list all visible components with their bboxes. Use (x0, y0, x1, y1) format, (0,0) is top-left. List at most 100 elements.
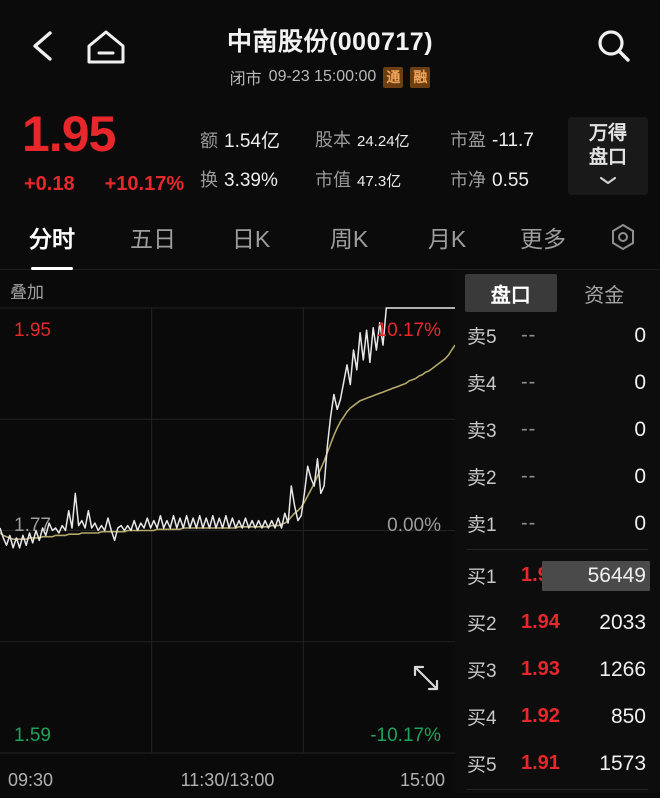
level-price: -- (521, 418, 537, 440)
stat-value: 1.54亿 (224, 130, 280, 152)
tab-wuri[interactable]: 五日 (130, 226, 176, 252)
table-row[interactable]: 卖4 -- 0 (455, 359, 660, 406)
market-status-row: 闭市 09-23 15:00:00 通 融 (0, 65, 660, 89)
chart-gridlines (0, 307, 455, 754)
tab-more[interactable]: 更多 (520, 226, 566, 252)
tab-zijin[interactable]: 资金 (584, 284, 625, 307)
intraday-chart[interactable]: 叠加 1.95 10.17% 1.77 0.00% 1.59 -10.17% (0, 270, 455, 793)
table-row[interactable]: 买1 1.95 56449 (455, 552, 660, 599)
table-row[interactable]: 卖5 -- 0 (455, 312, 660, 359)
tab-pankou[interactable]: 盘口 (465, 274, 557, 312)
level-label: 卖1 (467, 515, 497, 536)
page-title: 中南股份(000717) (226, 28, 434, 56)
stat-row-bottom: 换 3.39% 市值 47.3亿 市净 0.55 (200, 159, 560, 199)
stat-amount: 额 1.54亿 (200, 126, 315, 153)
table-row[interactable]: 买2 1.94 2033 (455, 599, 660, 646)
average-price-line (0, 344, 455, 541)
level-price: 1.94 (521, 611, 560, 633)
overlay-label[interactable]: 叠加 (10, 283, 44, 302)
price-change-abs: +0.18 (24, 173, 75, 195)
level-label: 买1 (467, 567, 497, 588)
quote-timestamp: 09-23 15:00:00 (268, 68, 377, 85)
table-row[interactable]: 买3 1.93 1266 (455, 646, 660, 693)
level-price: -- (521, 371, 537, 393)
home-icon[interactable] (85, 29, 127, 65)
price-change-group: +0.18 +10.17% (24, 173, 184, 196)
level-label: 买2 (467, 614, 497, 635)
price-change-pct: +10.17% (104, 173, 185, 195)
stat-pb: 市净 0.55 (450, 166, 560, 192)
level-volume: 1573 (599, 751, 646, 775)
table-row[interactable]: 卖3 -- 0 (455, 406, 660, 453)
chart-canvas (0, 307, 455, 754)
level-volume: 0 (634, 464, 646, 488)
chevron-down-icon (598, 172, 618, 190)
badge-rong: 融 (410, 66, 431, 88)
tab-yuek[interactable]: 月K (427, 226, 467, 252)
level-label: 买5 (467, 755, 497, 776)
badge-tong: 通 (383, 66, 404, 88)
level-label: 卖2 (467, 468, 497, 489)
last-trade-row[interactable]: 14:56 1.95 836 (455, 792, 660, 798)
tab-rik[interactable]: 日K (231, 226, 271, 252)
back-button[interactable] (28, 28, 60, 64)
quote-block: 1.95 +0.18 +10.17% 额 1.54亿 股本 24.24亿 市盈 … (0, 105, 660, 205)
chart-tabbar: 分时 五日 日K 周K 月K 更多 (0, 205, 660, 270)
wind-orderbook-button[interactable]: 万得 盘口 (568, 117, 648, 195)
bid-list: 买1 1.95 56449 买2 1.94 2033 买3 1.93 1266 … (455, 552, 660, 787)
gear-icon[interactable] (608, 222, 638, 252)
level-label: 卖3 (467, 421, 497, 442)
app-header: 中南股份(000717) 闭市 09-23 15:00:00 通 融 (0, 0, 660, 105)
level-label: 卖5 (467, 327, 497, 348)
stat-value: 0.55 (492, 170, 529, 191)
order-panel-tabs: 盘口 资金 (455, 270, 660, 312)
level-volume: 0 (634, 511, 646, 535)
stat-turnover: 换 3.39% (200, 166, 315, 192)
level-volume: 850 (610, 704, 646, 728)
level-price: -- (521, 324, 537, 346)
ask-list: 卖5 -- 0 卖4 -- 0 卖3 -- 0 卖2 -- 0 (455, 312, 660, 547)
stat-label: 市盈 (450, 130, 486, 150)
volume-bar (542, 561, 650, 591)
stat-market-cap: 市值 47.3亿 (315, 166, 450, 192)
level-volume: 0 (634, 323, 646, 347)
stat-value: 47.3亿 (357, 173, 402, 190)
stat-label: 换 (200, 170, 218, 190)
table-row[interactable]: 卖2 -- 0 (455, 453, 660, 500)
title-block: 中南股份(000717) 闭市 09-23 15:00:00 通 融 (0, 22, 660, 89)
stat-value: 24.24亿 (357, 133, 410, 150)
order-book-divider (467, 549, 648, 550)
stat-value: -11.7 (492, 130, 534, 151)
level-volume: 2033 (599, 610, 646, 634)
stat-label: 股本 (315, 130, 351, 150)
time-axis: 09:30 11:30/13:00 15:00 (0, 765, 455, 791)
level-volume: 1266 (599, 657, 646, 681)
level-price: 1.92 (521, 705, 560, 727)
table-row[interactable]: 买5 1.91 1573 (455, 740, 660, 787)
stat-label: 市值 (315, 170, 351, 190)
last-trade-divider (467, 789, 648, 790)
stat-row-top: 额 1.54亿 股本 24.24亿 市盈 -11.7 (200, 119, 560, 159)
market-status: 闭市 (229, 71, 262, 88)
main-body: 叠加 1.95 10.17% 1.77 0.00% 1.59 -10.17% (0, 270, 660, 793)
level-volume: 56449 (587, 563, 646, 587)
order-book-panel: 盘口 资金 卖5 -- 0 卖4 -- 0 卖3 -- 0 (455, 270, 660, 793)
level-volume: 0 (634, 370, 646, 394)
tab-fenshi[interactable]: 分时 (0, 220, 104, 254)
level-label: 买3 (467, 661, 497, 682)
stat-pe: 市盈 -11.7 (450, 126, 560, 152)
table-row[interactable]: 卖1 -- 0 (455, 500, 660, 547)
wind-button-line2: 盘口 (588, 146, 627, 168)
quote-stats: 额 1.54亿 股本 24.24亿 市盈 -11.7 换 3.39% (200, 119, 560, 199)
expand-icon[interactable] (411, 663, 441, 693)
tab-zhouk[interactable]: 周K (329, 226, 369, 252)
table-row[interactable]: 买4 1.92 850 (455, 693, 660, 740)
stat-label: 额 (200, 130, 218, 151)
price-line (0, 307, 455, 549)
search-icon[interactable] (592, 24, 636, 68)
last-price: 1.95 (22, 106, 116, 162)
stat-shares: 股本 24.24亿 (315, 126, 450, 152)
stat-label: 市净 (450, 170, 486, 190)
level-price: 1.91 (521, 752, 560, 774)
